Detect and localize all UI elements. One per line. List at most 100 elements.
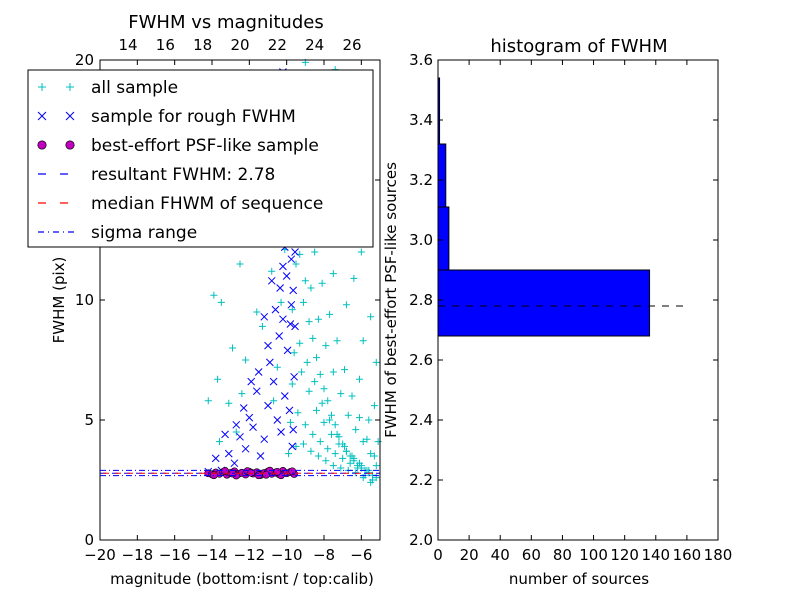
series-1-point-12 [253, 308, 261, 316]
left-y-tick-label-3: 10 [75, 291, 94, 309]
series-2-point-55 [260, 312, 269, 321]
series-1-point-2 [215, 438, 223, 446]
series-1-point-88 [357, 462, 365, 470]
legend-label-3: best-effort PSF-like sample [91, 136, 319, 156]
right-y-tick-label-2: 2.2 [409, 471, 433, 489]
series-1-point-75 [346, 459, 354, 467]
series-1-point-8 [238, 390, 246, 398]
series-1-point-35 [331, 421, 339, 429]
series-1-point-51 [329, 368, 337, 376]
right-x-tick-label-5: 80 [553, 546, 572, 564]
series-1-point-127 [350, 274, 358, 282]
series-1-point-10 [242, 356, 250, 364]
series-1-point-61 [326, 416, 334, 424]
series-3-point-35 [273, 467, 282, 476]
right-y-tick-label-9: 3.6 [409, 51, 433, 69]
series-2-point-53 [267, 276, 276, 285]
series-2-point-14 [266, 358, 274, 367]
series-2-point-56 [254, 368, 263, 376]
series-1-point-34 [327, 411, 335, 419]
legend-label-6: sigma range [91, 223, 197, 243]
legend-label-4: resultant FWHM: 2.78 [91, 165, 275, 185]
series-1-point-32 [320, 385, 328, 393]
series-1-point-94 [311, 248, 319, 256]
left-y-tick-label-1: 0 [84, 531, 94, 549]
series-2-point-38 [286, 320, 295, 328]
series-3-point-32 [288, 467, 297, 476]
series-1-point-84 [327, 430, 335, 438]
right-y-tick-label-4: 2.6 [409, 351, 433, 369]
series-1-point-68 [294, 409, 302, 417]
series-1-point-30 [313, 354, 321, 362]
legend-entry-6: sigma range [38, 223, 197, 243]
series-1-point-7 [229, 344, 237, 352]
top-x-tick-label-4: 20 [230, 36, 249, 54]
series-1-point-70 [309, 430, 317, 438]
left-x-axis-label: magnitude (bottom:isnt / top:calib) [110, 570, 374, 588]
legend-plus-icon [66, 83, 74, 91]
legend-label-1: all sample [91, 78, 178, 98]
legend-label-2: sample for rough FWHM [91, 107, 296, 127]
right-x-tick-label-2: 20 [460, 546, 479, 564]
series-2-point-52 [271, 305, 280, 314]
series-1-point-80 [298, 368, 306, 376]
series-2-point-7 [241, 444, 250, 453]
legend-circle-icon [37, 140, 47, 150]
left-chart-panel: −20−18−16−14−12−10−8−6 05101520 14161820… [27, 12, 382, 588]
left-chart-title: FWHM vs magnitudes [128, 12, 323, 33]
series-1-point-28 [305, 318, 313, 326]
series-2-point-46 [279, 262, 287, 271]
series-2-point-13 [264, 401, 272, 410]
series-1-point-3 [210, 291, 218, 299]
series-2-point-6 [236, 432, 244, 441]
series-1-point-110 [337, 464, 345, 472]
series-2-point-37 [287, 255, 296, 264]
right-y-tick-label-7: 3.2 [409, 171, 433, 189]
series-1-point-23 [288, 380, 296, 388]
series-1-point-4 [217, 298, 225, 306]
series-2-point-17 [275, 332, 284, 340]
series-2-point-8 [245, 413, 254, 422]
right-y-axis: 2.0 2.2 2.4 2.6 2.8 3.0 3.2 3.4 3.6 [409, 51, 718, 549]
series-2-point-60 [221, 430, 229, 439]
series-1-point-15 [268, 267, 276, 275]
series-2-point-21 [282, 272, 291, 280]
series-1-point-57 [296, 339, 304, 347]
right-y-tick-label-5: 2.8 [409, 291, 433, 309]
right-chart-title: histogram of FWHM [490, 36, 667, 57]
series-1-point-53 [344, 411, 352, 419]
series-2-point-2 [211, 454, 220, 463]
series-1-point-20 [236, 260, 244, 268]
legend: all sample sample for rough FWHM best-effo… [27, 69, 374, 248]
series-1-point-82 [313, 406, 321, 414]
series-1-point-67 [286, 418, 294, 426]
series-2-point-26 [287, 300, 296, 309]
legend-cross-icon [65, 111, 75, 121]
series-2-point-22 [283, 346, 292, 355]
legend-cross-icon [37, 111, 47, 121]
legend-plus-icon [38, 83, 46, 91]
series-1-point-107 [314, 452, 322, 460]
series-1-point-13 [258, 322, 266, 330]
series-1-point-52 [337, 390, 345, 398]
left-top-x-axis: 14 16 18 20 22 24 26 [118, 36, 361, 54]
series-2-point-10 [252, 387, 261, 396]
series-2-point-18 [277, 428, 285, 436]
series-1-point-56 [367, 450, 375, 458]
left-x-tick-label-4: −14 [196, 546, 228, 564]
left-x-tick-label-1: −20 [84, 546, 116, 564]
legend-entry-1: all sample [38, 78, 178, 98]
series-2-point-35 [289, 425, 298, 434]
series-1-point-102 [370, 452, 378, 460]
series-1-point-101 [363, 435, 371, 443]
right-x-tick-label-3: 40 [491, 546, 510, 564]
series-1-point-114 [367, 478, 375, 486]
series-2-point-30 [291, 322, 299, 331]
series-1-point-54 [352, 426, 360, 434]
series-1-point-98 [341, 366, 349, 374]
series-1-point-46 [292, 260, 300, 268]
left-x-tick-label-3: −16 [159, 546, 191, 564]
legend-entry-2: sample for rough FWHM [37, 107, 296, 127]
top-x-tick-label-6: 24 [305, 36, 324, 54]
